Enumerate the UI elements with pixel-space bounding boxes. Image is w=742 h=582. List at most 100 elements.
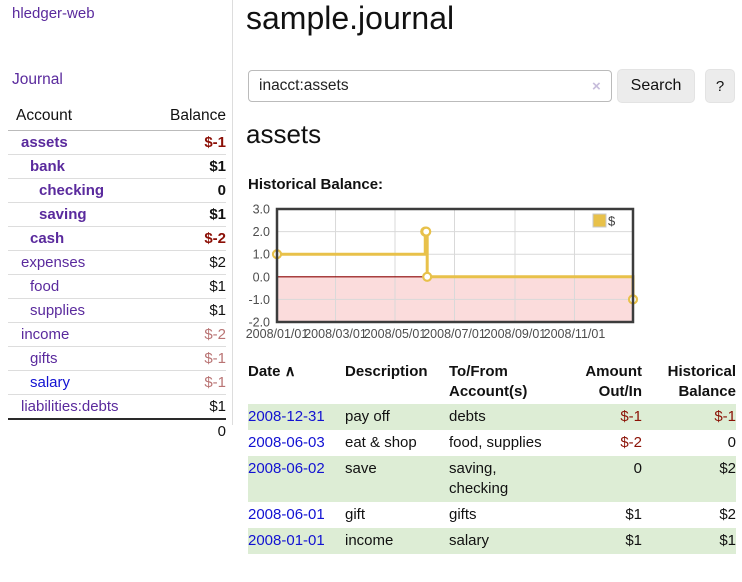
account-balance: $-1 (204, 134, 226, 151)
y-axis-tick-label: 0.0 (253, 270, 270, 284)
legend-swatch (592, 213, 607, 228)
transaction-date-link[interactable]: 2008-06-03 (248, 434, 325, 451)
transaction-accounts: food, supplies (449, 434, 542, 451)
register-row: 2008-06-03 eat & shop food, supplies $-2 0 (248, 430, 736, 456)
account-balance: $1 (209, 206, 226, 223)
sidebar-account-link[interactable]: liabilities:debts (21, 398, 119, 415)
sidebar-account-link[interactable]: cash (30, 230, 65, 247)
transaction-balance: $2 (719, 506, 736, 523)
data-point-marker (421, 226, 432, 237)
sidebar-account-link[interactable]: supplies (30, 302, 86, 319)
sidebar-account-link[interactable]: saving (39, 206, 87, 223)
account-row: checking 0 (8, 179, 226, 203)
x-axis-tick-label: 2008/09/01 (484, 327, 547, 341)
column-header: Historical Balance (667, 363, 736, 400)
register-row: 2008-01-01 income salary $1 $1 (248, 528, 736, 554)
account-row: bank $1 (8, 155, 226, 179)
account-balance: $1 (209, 302, 226, 319)
account-balance: 0 (217, 182, 226, 199)
account-row: food $1 (8, 275, 226, 299)
account-row: cash $-2 (8, 227, 226, 251)
sidebar-account-link[interactable]: income (21, 326, 70, 343)
register-row: 2008-12-31 pay off debts $-1 $-1 (248, 404, 736, 430)
search-button[interactable]: Search (617, 69, 695, 103)
register-row: 2008-06-02 save saving, checking 0 $2 (248, 456, 736, 502)
account-balance: $-1 (204, 374, 226, 391)
account-column-header: Account (16, 107, 73, 124)
sidebar-account-link[interactable]: checking (39, 182, 105, 199)
transaction-description: eat & shop (345, 434, 417, 451)
transaction-amount: $-1 (620, 408, 642, 425)
y-axis-tick-label: -2.0 (248, 316, 270, 330)
transaction-description: gift (345, 506, 366, 523)
sidebar-item-journal[interactable]: Journal (12, 71, 63, 88)
transaction-balance: $1 (719, 532, 736, 549)
account-balance: $1 (209, 158, 226, 175)
page-title: sample.journal (246, 0, 455, 36)
sidebar: hledger-web Journal Account Balance asse… (0, 0, 233, 440)
account-row: gifts $-1 (8, 347, 226, 371)
historical-balance-chart[interactable]: 3.0 2.0 1.0 0.0 -1.0 -2.0 2008/01/01 2008/03/01… (240, 200, 742, 348)
column-header: Amount Out/In (585, 363, 642, 400)
sidebar-account-link[interactable]: bank (30, 158, 66, 175)
sidebar-account-link[interactable]: assets (21, 134, 68, 151)
register-row: 2008-06-01 gift gifts $1 $2 (248, 502, 736, 528)
y-axis-tick-label: -1.0 (248, 293, 270, 307)
account-row: supplies $1 (8, 299, 226, 323)
account-row: salary $-1 (8, 371, 226, 395)
accounts-table: Account Balance assets $-1 bank $1 checking 0… (8, 104, 226, 443)
clear-search-icon[interactable]: × (592, 78, 601, 95)
account-row: income $-2 (8, 323, 226, 347)
transaction-date-link[interactable]: 2008-06-01 (248, 506, 325, 523)
account-balance: $-2 (204, 326, 226, 343)
account-balance: $1 (209, 398, 226, 415)
accounts-total-row: 0 (8, 418, 226, 443)
account-row: liabilities:debts $1 (8, 395, 226, 418)
x-axis-tick-label: 2008/03/01 (304, 327, 367, 341)
data-point-marker (422, 271, 433, 282)
transaction-date-link[interactable]: 2008-12-31 (248, 408, 325, 425)
account-balance: $-1 (204, 350, 226, 367)
help-button[interactable]: ? (705, 69, 735, 103)
transaction-accounts: saving, checking (449, 460, 509, 497)
chart-title: Historical Balance: (248, 176, 384, 193)
register-table-header: Date ∧ Description To/From Account(s) Amount… (248, 362, 736, 404)
account-balance: $-2 (204, 230, 226, 247)
account-row: assets $-1 (8, 131, 226, 155)
register-table: Date ∧ Description To/From Account(s) Amount… (248, 362, 736, 554)
account-page-title: assets (246, 119, 322, 149)
column-header: Description (345, 363, 428, 380)
transaction-accounts: salary (449, 532, 490, 549)
app-title-link[interactable]: hledger-web (12, 5, 95, 22)
y-axis-tick-label: 3.0 (253, 203, 270, 217)
transaction-description: pay off (345, 408, 390, 425)
column-header: To/From Account(s) (449, 363, 528, 400)
legend-label: $ (608, 214, 616, 229)
x-axis-tick-label: 2008/07/01 (423, 327, 486, 341)
account-row: expenses $2 (8, 251, 226, 275)
transaction-balance: $-1 (714, 408, 736, 425)
transaction-amount: $1 (625, 532, 642, 549)
x-axis-tick-label: 2008/01/01 (246, 327, 309, 341)
y-axis-tick-label: 1.0 (253, 248, 270, 262)
sidebar-account-link[interactable]: gifts (30, 350, 58, 367)
accounts-table-header: Account Balance (8, 104, 226, 131)
accounts-total-value: 0 (217, 423, 226, 440)
transaction-amount: $1 (625, 506, 642, 523)
sidebar-account-link[interactable]: salary (30, 374, 71, 391)
transaction-amount: $-2 (620, 434, 642, 451)
y-axis-tick-label: 2.0 (253, 225, 270, 239)
column-header-date-sort[interactable]: Date ∧ (248, 363, 296, 380)
account-balance: $1 (209, 278, 226, 295)
transaction-date-link[interactable]: 2008-06-02 (248, 460, 325, 477)
transaction-balance: 0 (727, 434, 736, 451)
search-input[interactable] (248, 70, 612, 102)
transaction-date-link[interactable]: 2008-01-01 (248, 532, 325, 549)
register-table-body: 2008-12-31 pay off debts $-1 $-1 2008-06-03 ea… (248, 404, 736, 554)
transaction-description: save (345, 460, 377, 477)
transaction-accounts: debts (449, 408, 486, 425)
sidebar-account-link[interactable]: expenses (21, 254, 86, 271)
sidebar-account-link[interactable]: food (30, 278, 60, 295)
chart-canvas[interactable]: 3.0 2.0 1.0 0.0 -1.0 -2.02008/01/012008/03/01… (240, 200, 742, 348)
